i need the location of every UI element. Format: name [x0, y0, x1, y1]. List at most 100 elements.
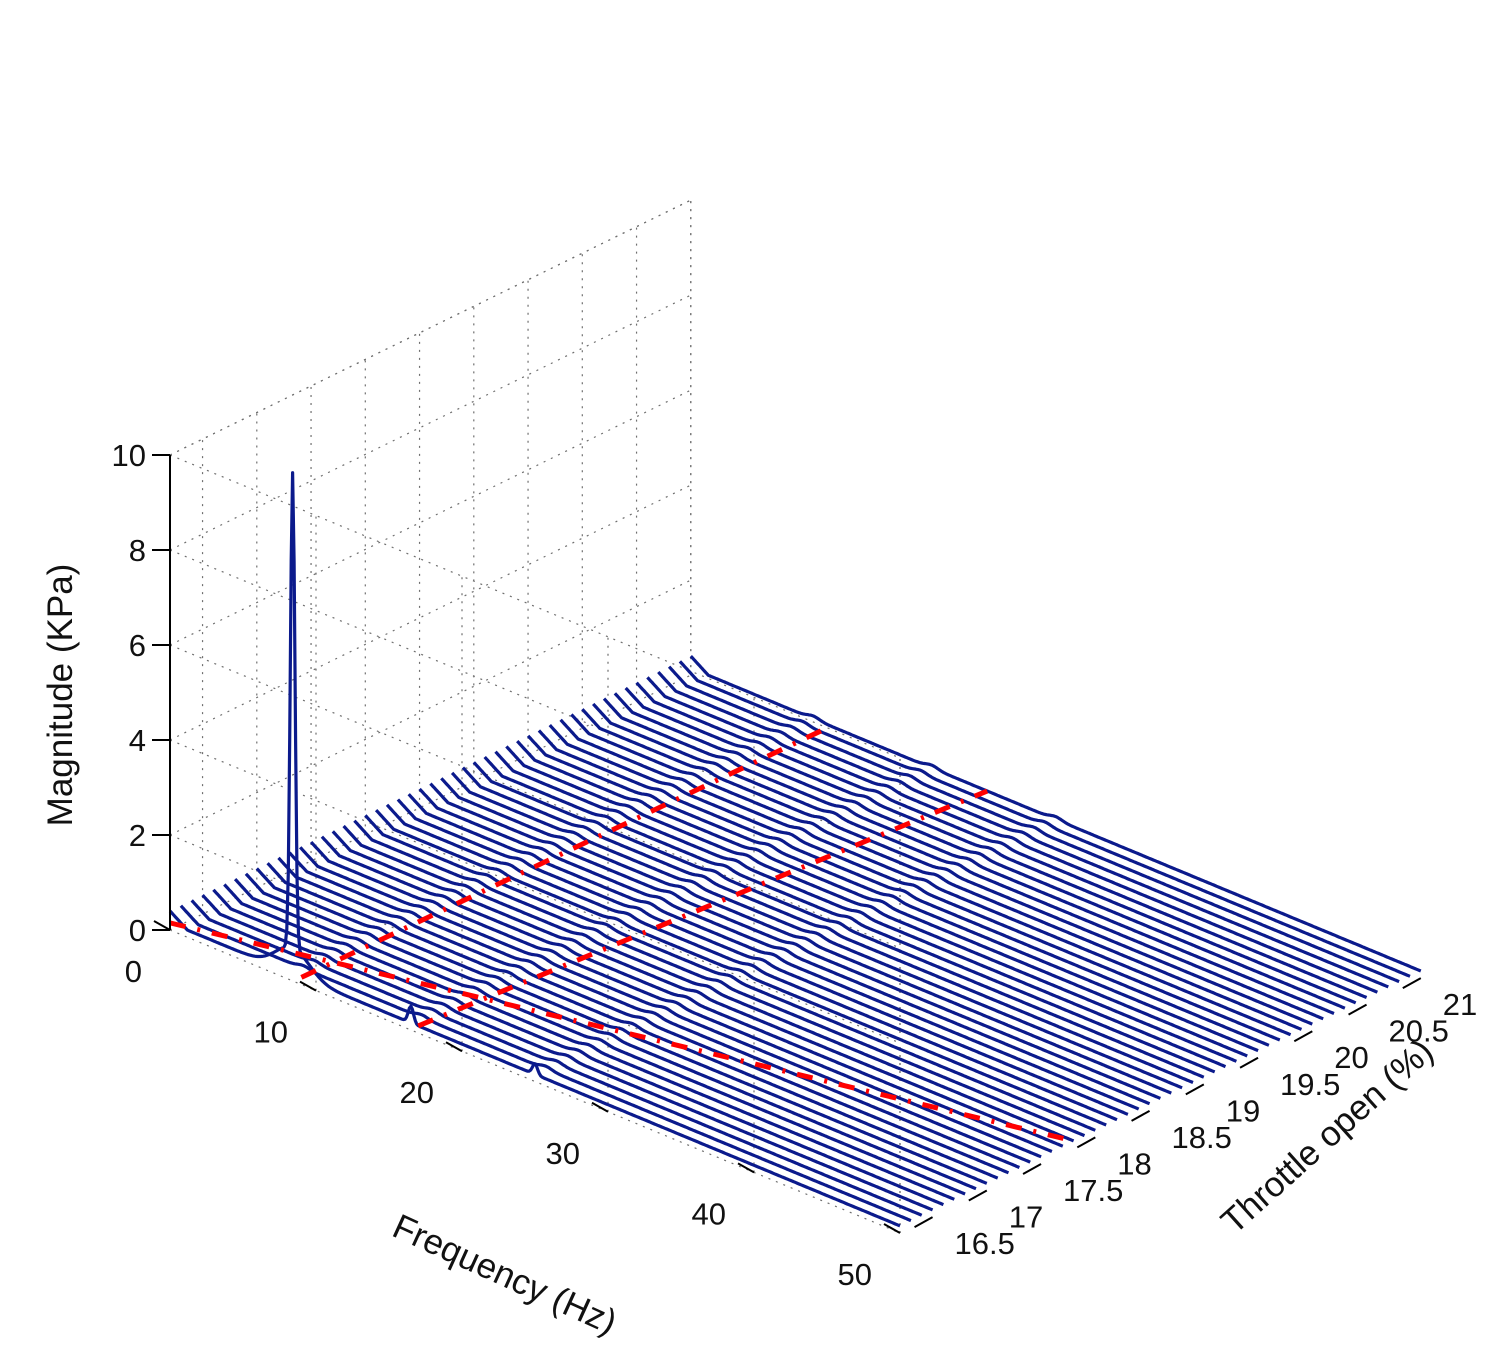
- spectrum-line: [353, 819, 1086, 1138]
- spectrum-line: [190, 899, 923, 1217]
- spectrum-line: [396, 798, 1129, 1116]
- x-tick: [737, 1162, 755, 1174]
- grid-line-z: [169, 199, 692, 456]
- y-tick-label: 19.5: [1280, 1067, 1340, 1102]
- y-tick-label: 19: [1226, 1093, 1260, 1128]
- spectrum-line: [212, 888, 944, 1207]
- spectrum-line: [407, 793, 1140, 1111]
- spectrum-line: [309, 840, 1042, 1159]
- z-tick-label: 8: [129, 533, 146, 568]
- spectrum-line: [461, 766, 1194, 1084]
- spectrum-line: [472, 761, 1205, 1079]
- y-tick: [1076, 1136, 1096, 1149]
- z-tick-label: 10: [112, 438, 146, 473]
- spectrum-line: [505, 745, 1237, 1063]
- spectrum-line: [624, 686, 1357, 1005]
- spectrum-line: [526, 734, 1259, 1053]
- spectra-series: [168, 471, 1422, 1228]
- x-tick: [883, 1223, 901, 1234]
- x-tick: [591, 1101, 609, 1113]
- spectrum-line: [581, 708, 1313, 1026]
- y-tick: [1185, 1083, 1205, 1096]
- y-tick: [968, 1189, 988, 1202]
- ridge-line: [417, 788, 989, 1029]
- spectrum-line: [418, 787, 1151, 1106]
- tick-marks: 0 2 4 6 8 10 0 10 20 30 40 50 16.517 17.518 18.519 19.5…: [112, 438, 1478, 1292]
- y-tick: [1022, 1163, 1042, 1175]
- ridge-line: [169, 920, 1075, 1144]
- spectrum-line: [483, 755, 1216, 1074]
- spectrum-line: [591, 702, 1324, 1021]
- grid-line-z: [169, 294, 692, 551]
- spectrum-line: [678, 660, 1411, 978]
- spectrum-line: [299, 846, 1031, 1164]
- z-axis-label: Magnitude (KPa): [41, 564, 80, 827]
- y-tick-label: 20.5: [1389, 1014, 1449, 1049]
- spectrum-line: [689, 655, 1422, 973]
- x-axis-line: [691, 675, 1421, 978]
- spectrum-line: [667, 665, 1400, 984]
- spectrum-line: [288, 851, 1020, 1169]
- y-tick: [1402, 977, 1422, 989]
- x-axis-label: Frequency (Hz): [387, 1207, 623, 1343]
- x-tick-label: 50: [838, 1257, 872, 1292]
- spectrum-line: [223, 883, 955, 1201]
- y-tick: [1131, 1109, 1151, 1122]
- axes: [169, 455, 1421, 978]
- spectrum-line: [494, 750, 1227, 1069]
- spectrum-line: [266, 862, 999, 1180]
- spectrum-line: [364, 814, 1096, 1132]
- spectrum-line: [374, 809, 1107, 1127]
- y-tick: [1239, 1056, 1259, 1069]
- x-tick: [445, 1041, 463, 1053]
- spectrum-line: [516, 740, 1248, 1058]
- spectrum-line: [320, 835, 1053, 1153]
- z-tick-label: 2: [129, 818, 146, 853]
- y-tick-label: 17.5: [1063, 1173, 1123, 1208]
- spectrum-line: [331, 830, 1064, 1148]
- spectrum-line: [646, 676, 1378, 994]
- y-tick-label: 17: [1009, 1200, 1043, 1235]
- x-tick: [299, 980, 317, 992]
- spectrum-line: [570, 713, 1303, 1031]
- y-tick-label: 18.5: [1172, 1120, 1232, 1155]
- spectrum-line: [440, 777, 1172, 1095]
- y-tick: [914, 1216, 934, 1228]
- spectrum-line: [255, 867, 988, 1185]
- y-tick: [1348, 1003, 1368, 1016]
- grid-line-z: [169, 389, 692, 646]
- spectrum-line: [385, 803, 1118, 1122]
- spectrum-line: [233, 878, 966, 1196]
- y-tick: [1293, 1030, 1313, 1043]
- z-tick-label: 6: [129, 628, 146, 663]
- ridge-line: [300, 723, 833, 980]
- x-tick-label: 0: [125, 954, 142, 989]
- grid-line-z: [169, 454, 901, 759]
- z-tick-label: 4: [129, 723, 146, 758]
- spectrum-line: [657, 670, 1389, 989]
- spectrum-line: [537, 729, 1270, 1047]
- spectrum-line: [559, 718, 1292, 1037]
- y-tick-label: 16.5: [955, 1226, 1015, 1261]
- spectrum-line: [602, 697, 1335, 1015]
- x-tick-label: 10: [254, 1015, 288, 1050]
- y-tick-label: 18: [1117, 1146, 1151, 1181]
- y-tick-label: 21: [1443, 987, 1477, 1022]
- spectrum-line: [450, 771, 1183, 1090]
- grid-line-z: [169, 579, 692, 836]
- x-tick-label: 20: [400, 1075, 434, 1110]
- x-tick: [153, 920, 171, 931]
- grid-line-z: [169, 484, 692, 741]
- y-tick-label: 20: [1334, 1040, 1368, 1075]
- spectrum-line: [201, 894, 934, 1212]
- ridge-lines: [169, 723, 1075, 1144]
- spectrum-line: [277, 856, 1010, 1175]
- spectrum-line: [635, 681, 1368, 999]
- spectrum-line: [429, 782, 1161, 1100]
- spectrum-line: [613, 692, 1346, 1010]
- x-tick-label: 30: [546, 1136, 580, 1171]
- spectrum-line: [179, 904, 912, 1223]
- spectrum-line: [244, 872, 977, 1191]
- x-tick-label: 40: [692, 1196, 726, 1231]
